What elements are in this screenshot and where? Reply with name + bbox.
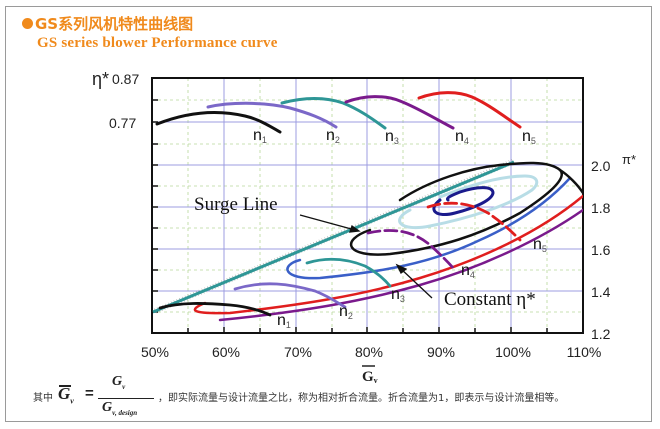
formula-numerator: Gv (112, 374, 126, 391)
svg-text:1.4: 1.4 (591, 284, 611, 300)
eta-curve-n4 (344, 95, 455, 130)
constant-eta-label: Constant η* (444, 289, 536, 310)
svg-text:n4: n4 (455, 128, 469, 146)
svg-text:n3: n3 (385, 128, 399, 146)
footnote-prefix: 其中 (33, 393, 53, 404)
axis-ticks (152, 99, 548, 333)
eta-curve-n3 (280, 97, 387, 130)
svg-text:50%: 50% (141, 344, 169, 360)
svg-text:n2: n2 (339, 303, 353, 321)
svg-text:80%: 80% (355, 344, 383, 360)
pi-curve-n4 (366, 229, 457, 272)
speed-lines (158, 201, 522, 317)
annotation-arrows (299, 214, 433, 299)
flow-formula: Gv = Gv Gv, design (58, 374, 158, 420)
chart-frame (5, 6, 652, 422)
svg-text:n1: n1 (253, 127, 267, 145)
surge-line-label: Surge Line (194, 194, 278, 215)
fraction-bar (98, 398, 154, 399)
svg-text:1.2: 1.2 (591, 326, 611, 342)
x-axis: 50% 60% 70% 80% 90% 100% 110% (141, 344, 601, 360)
svg-text:2.0: 2.0 (591, 158, 611, 174)
svg-text:70%: 70% (284, 344, 312, 360)
bullet-dot-icon (22, 18, 33, 29)
formula-lhs: Gv (58, 384, 74, 406)
svg-text:100%: 100% (495, 344, 531, 360)
svg-text:60%: 60% (212, 344, 240, 360)
pi-curve-n1 (158, 302, 272, 317)
eta-axis: η* 0.87 0.77 (92, 69, 139, 131)
svg-text:n4: n4 (461, 262, 475, 280)
svg-text:n2: n2 (326, 127, 340, 145)
pi-curve-n2 (233, 282, 347, 309)
lower-speed-labels: n1 n2 n3 n4 n5 (277, 236, 547, 330)
svg-text:90%: 90% (427, 344, 455, 360)
svg-text:n5: n5 (522, 128, 536, 146)
svg-text:n1: n1 (277, 312, 291, 330)
footnote-text: ，即实际流量与设计流量之比，称为相对折合流量。折合流量为1，即表示与设计流量相等… (158, 393, 565, 404)
svg-text:n5: n5 (533, 236, 547, 254)
pi-axis-label: π* (622, 152, 636, 167)
eta-curve-n1 (155, 111, 282, 134)
title-english: GS series blower Performance curve (37, 35, 278, 51)
eta-tick-077: 0.77 (109, 115, 136, 131)
svg-text:110%: 110% (567, 344, 602, 360)
pi-curve-n5 (426, 201, 522, 242)
svg-text:1.8: 1.8 (591, 200, 611, 216)
title-chinese: GS系列风机特性曲线图 (22, 13, 193, 34)
eta-axis-label: η* (92, 69, 109, 89)
svg-text:n3: n3 (391, 286, 405, 304)
svg-text:Gv: Gv (362, 369, 378, 385)
formula-denominator: Gv, design (102, 400, 138, 417)
eta-curve-n5 (417, 91, 522, 129)
title-chinese-text: GS系列风机特性曲线图 (35, 15, 194, 33)
pi-axis: 2.0 1.8 1.6 1.4 1.2 π* (591, 152, 636, 342)
eta-curve-n2 (206, 101, 338, 129)
formula-equals: = (85, 385, 94, 402)
efficiency-curves (155, 91, 522, 134)
pi-curve-n3 (305, 257, 392, 288)
x-axis-label: Gv (362, 365, 378, 385)
surge-line (152, 159, 515, 314)
upper-speed-labels: n1 n2 n3 n4 n5 (253, 127, 536, 146)
svg-text:1.6: 1.6 (591, 242, 611, 258)
eta-tick-087: 0.87 (112, 71, 139, 87)
